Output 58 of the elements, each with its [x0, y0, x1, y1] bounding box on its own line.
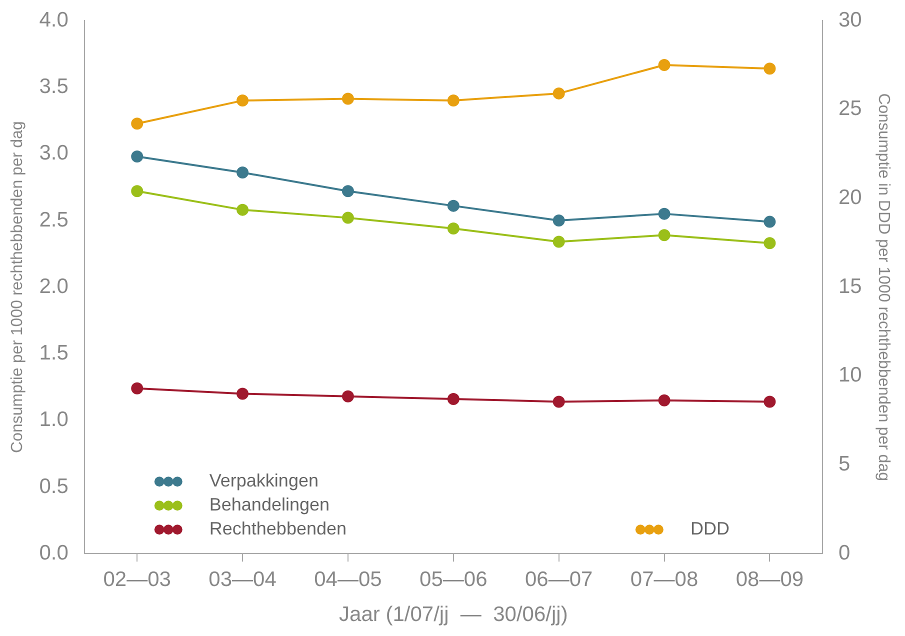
y2-tick-label: 25 — [838, 97, 862, 120]
point — [342, 92, 354, 105]
point — [552, 87, 565, 100]
point — [236, 94, 249, 107]
point — [658, 229, 670, 242]
y-tick-label: 2.0 — [39, 274, 68, 298]
point — [131, 185, 144, 198]
y2-tick-label: 15 — [838, 274, 862, 298]
point — [342, 185, 354, 198]
y-tick-label: 0.0 — [39, 541, 68, 564]
point — [658, 208, 670, 220]
legend-label: DDD — [690, 518, 730, 539]
point — [236, 166, 249, 179]
point — [552, 214, 565, 226]
y2-tick-label: 5 — [838, 452, 850, 476]
point — [764, 216, 776, 228]
point — [552, 236, 565, 248]
y2-tick-label: 0 — [838, 541, 850, 564]
y-tick-label: 3.5 — [39, 75, 68, 98]
x-tick-label: 04—05 — [314, 568, 382, 591]
x-tick-label: 07—08 — [630, 568, 698, 591]
point — [447, 393, 460, 406]
y2-tick-label: 30 — [838, 8, 862, 32]
point — [658, 394, 670, 406]
x-tick-label: 02—03 — [103, 568, 171, 591]
y-tick-label: 3.0 — [39, 142, 68, 165]
x-tick-label: 08—09 — [736, 568, 804, 591]
x-tick-label: 06—07 — [524, 568, 593, 591]
x-tick-label: 03—04 — [208, 568, 277, 591]
point — [764, 237, 776, 250]
point — [131, 382, 144, 394]
point — [764, 62, 776, 75]
legend-label: Verpakkingen — [209, 470, 318, 491]
y-tick-label: 1.0 — [39, 408, 68, 432]
y2-tick-label: 10 — [838, 364, 862, 387]
legend-label: Rechthebbenden — [209, 518, 347, 539]
point — [447, 94, 460, 107]
y2-tick-label: 20 — [838, 186, 862, 210]
point — [447, 222, 460, 234]
point — [131, 118, 144, 130]
y-axis-title: Consumptie per 1000 rechthebbenden per dag — [9, 121, 26, 453]
point — [447, 200, 460, 212]
y-tick-label: 0.5 — [39, 474, 68, 498]
x-axis-title: Jaar (1/07/jj — 30/06/jj) — [339, 603, 568, 626]
legend-label: Behandelingen — [209, 494, 330, 515]
y-tick-label: 1.5 — [39, 342, 68, 365]
point — [658, 59, 670, 72]
point — [131, 150, 144, 163]
y2-axis-title: Consumptie in DDD per 1000 rechthebbenden per dag — [874, 93, 892, 482]
point — [552, 396, 565, 408]
point — [342, 212, 354, 224]
y-tick-label: 4.0 — [39, 8, 68, 32]
point — [764, 396, 776, 408]
y-tick-label: 2.5 — [39, 208, 68, 232]
point — [236, 204, 249, 216]
point — [236, 388, 249, 400]
x-tick-label: 05—06 — [420, 568, 488, 591]
point — [342, 390, 354, 402]
